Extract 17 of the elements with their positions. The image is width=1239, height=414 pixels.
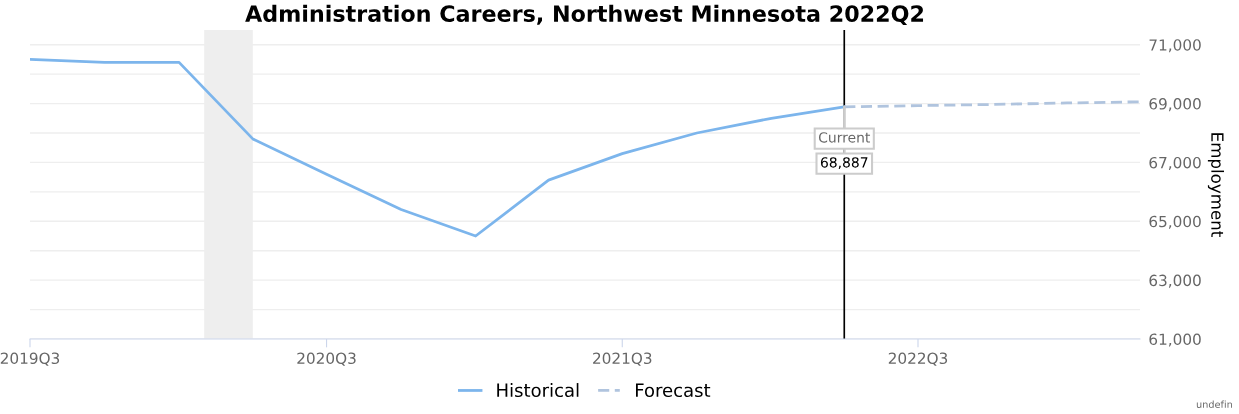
x-tick-label: 2022Q3: [888, 352, 948, 366]
y-tick-label: 65,000: [1149, 215, 1201, 229]
annotation: 68,887: [820, 157, 868, 170]
y-tick-label: 63,000: [1149, 274, 1201, 288]
y-tick-label: 67,000: [1149, 156, 1201, 171]
legend-label: Forecast: [636, 383, 711, 398]
y-tick-label: 61,000: [1149, 333, 1201, 347]
text: undefin: [1196, 400, 1232, 408]
x-tick-label: 2020Q3: [297, 352, 356, 366]
y-tick-label: 69,000: [1149, 98, 1201, 112]
y-tick-label: 71,000: [1149, 39, 1201, 53]
x-tick-label: 2019Q3: [0, 352, 60, 366]
chart-title: Administration Careers, Northwest Minnesota 2022Q2: [245, 4, 924, 25]
y-axis-title: Employment: [1207, 133, 1225, 237]
legend-label: Historical: [497, 383, 579, 398]
ref-line-label: Current: [818, 132, 871, 143]
x-tick-label: 2021Q3: [593, 352, 652, 366]
